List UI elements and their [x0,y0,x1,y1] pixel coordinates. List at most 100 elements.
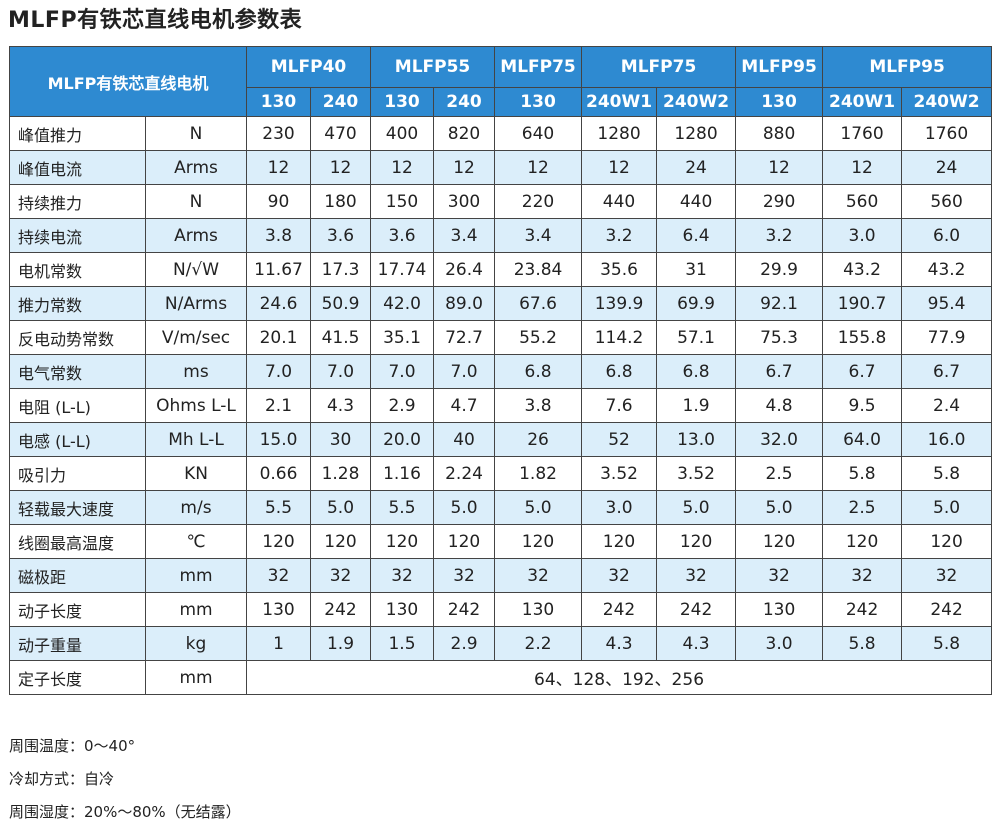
value-cell: 1760 [822,116,903,151]
table-row: 推力常数 N/Arms 24.6 50.9 42.0 89.0 67.6 139.9 69.9 9… [9,286,993,321]
table-row: 持续电流 Arms 3.8 3.6 3.6 3.4 3.4 3.2 6.4 3.2 3.0 6.0 [9,218,993,253]
value-cell: 120 [656,524,737,559]
unit-cell: m/s [145,490,247,525]
value-cell: 50.9 [309,286,372,321]
param-name-cell: 线圈最高温度 [9,524,146,559]
value-cell: 2.5 [822,490,903,525]
value-cell: 880 [735,116,824,151]
value-cell: 5.0 [309,490,372,525]
value-cell: 120 [246,524,311,559]
value-cell: 1280 [581,116,658,151]
value-cell: 20.0 [370,422,435,457]
table-row: 磁极距 mm 32 32 32 32 32 32 32 32 32 32 [9,558,993,593]
table-row: 电阻 (L-L) Ohms L-L 2.1 4.3 2.9 4.7 3.8 7.6 1.9 4.8… [9,388,993,423]
param-name-cell: 持续电流 [9,218,146,253]
value-cell: 32 [735,558,824,593]
value-cell: 43.2 [822,252,903,287]
value-cell: 120 [433,524,496,559]
value-cell: 5.8 [822,456,903,491]
header-model-group: MLFP55 [370,46,496,88]
value-cell: 12 [735,150,824,185]
table-header: MLFP有铁芯直线电机 MLFP40 MLFP55 MLFP75 MLFP75 MLFP… [9,46,993,117]
value-cell: 560 [822,184,903,219]
value-cell: 43.2 [901,252,993,287]
value-cell: 2.4 [901,388,993,423]
value-cell: 12 [433,150,496,185]
value-cell: 4.7 [433,388,496,423]
value-cell: 120 [581,524,658,559]
value-cell: 1.5 [370,626,435,661]
param-name-cell: 动子重量 [9,626,146,661]
value-cell: 3.52 [581,456,658,491]
header-variant: 240W2 [901,87,993,117]
value-cell: 3.52 [656,456,737,491]
value-cell: 32 [433,558,496,593]
value-cell: 470 [309,116,372,151]
table-row: 电气常数 ms 7.0 7.0 7.0 7.0 6.8 6.8 6.8 6.7 6.7 6.7 [9,354,993,389]
value-cell: 1280 [656,116,737,151]
value-cell: 15.0 [246,422,311,457]
value-cell: 1.9 [309,626,372,661]
value-cell: 5.5 [370,490,435,525]
value-cell: 41.5 [309,320,372,355]
param-name-cell: 吸引力 [9,456,146,491]
value-cell: 242 [433,592,496,627]
value-cell: 69.9 [656,286,737,321]
header-variant: 130 [370,87,435,117]
value-cell: 12 [246,150,311,185]
value-cell: 2.9 [433,626,496,661]
table-row: 峰值电流 Arms 12 12 12 12 12 12 24 12 12 24 [9,150,993,185]
value-cell: 190.7 [822,286,903,321]
unit-cell: kg [145,626,247,661]
header-variant: 240W1 [822,87,903,117]
value-cell: 90 [246,184,311,219]
table-row: 反电动势常数 V/m/sec 20.1 41.5 35.1 72.7 55.2 114.2 57… [9,320,993,355]
table-row: 电感 (L-L) Mh L-L 15.0 30 20.0 40 26 52 13.0 32.0 64… [9,422,993,457]
param-name-cell: 电阻 (L-L) [9,388,146,423]
value-cell: 7.0 [309,354,372,389]
value-cell: 32 [494,558,583,593]
stator-length-value-cell: 64、128、192、256 [245,660,993,695]
param-name-cell: 电感 (L-L) [9,422,146,457]
unit-cell: ℃ [145,524,247,559]
value-cell: 3.0 [822,218,903,253]
value-cell: 6.8 [494,354,583,389]
value-cell: 242 [309,592,372,627]
unit-cell: mm [145,592,247,627]
header-model-group: MLFP95 [822,46,993,88]
value-cell: 11.67 [246,252,311,287]
value-cell: 2.1 [246,388,311,423]
table-row-stator-length: 定子长度 mm 64、128、192、256 [9,660,993,695]
value-cell: 6.8 [581,354,658,389]
unit-cell: ms [145,354,247,389]
spec-table: MLFP有铁芯直线电机 MLFP40 MLFP55 MLFP75 MLFP75 MLFP… [9,46,993,695]
value-cell: 230 [246,116,311,151]
value-cell: 32 [656,558,737,593]
header-variant: 240 [433,87,496,117]
value-cell: 1.28 [309,456,372,491]
value-cell: 1760 [901,116,993,151]
header-variant: 130 [246,87,311,117]
value-cell: 440 [656,184,737,219]
value-cell: 30 [309,422,372,457]
value-cell: 180 [309,184,372,219]
value-cell: 7.0 [246,354,311,389]
value-cell: 75.3 [735,320,824,355]
unit-cell: N/Arms [145,286,247,321]
value-cell: 242 [656,592,737,627]
param-name-cell: 电气常数 [9,354,146,389]
header-model-group: MLFP40 [245,46,372,88]
value-cell: 6.4 [656,218,737,253]
value-cell: 64.0 [822,422,903,457]
value-cell: 5.0 [656,490,737,525]
unit-cell: mm [145,660,247,695]
value-cell: 5.8 [822,626,903,661]
value-cell: 1 [246,626,311,661]
value-cell: 4.3 [581,626,658,661]
value-cell: 16.0 [901,422,993,457]
value-cell: 3.0 [735,626,824,661]
header-variant: 240W2 [656,87,737,117]
header-variant: 130 [735,87,824,117]
value-cell: 3.4 [433,218,496,253]
note-ambient-humidity: 周围湿度：20%～80%（无结露） [9,803,241,821]
